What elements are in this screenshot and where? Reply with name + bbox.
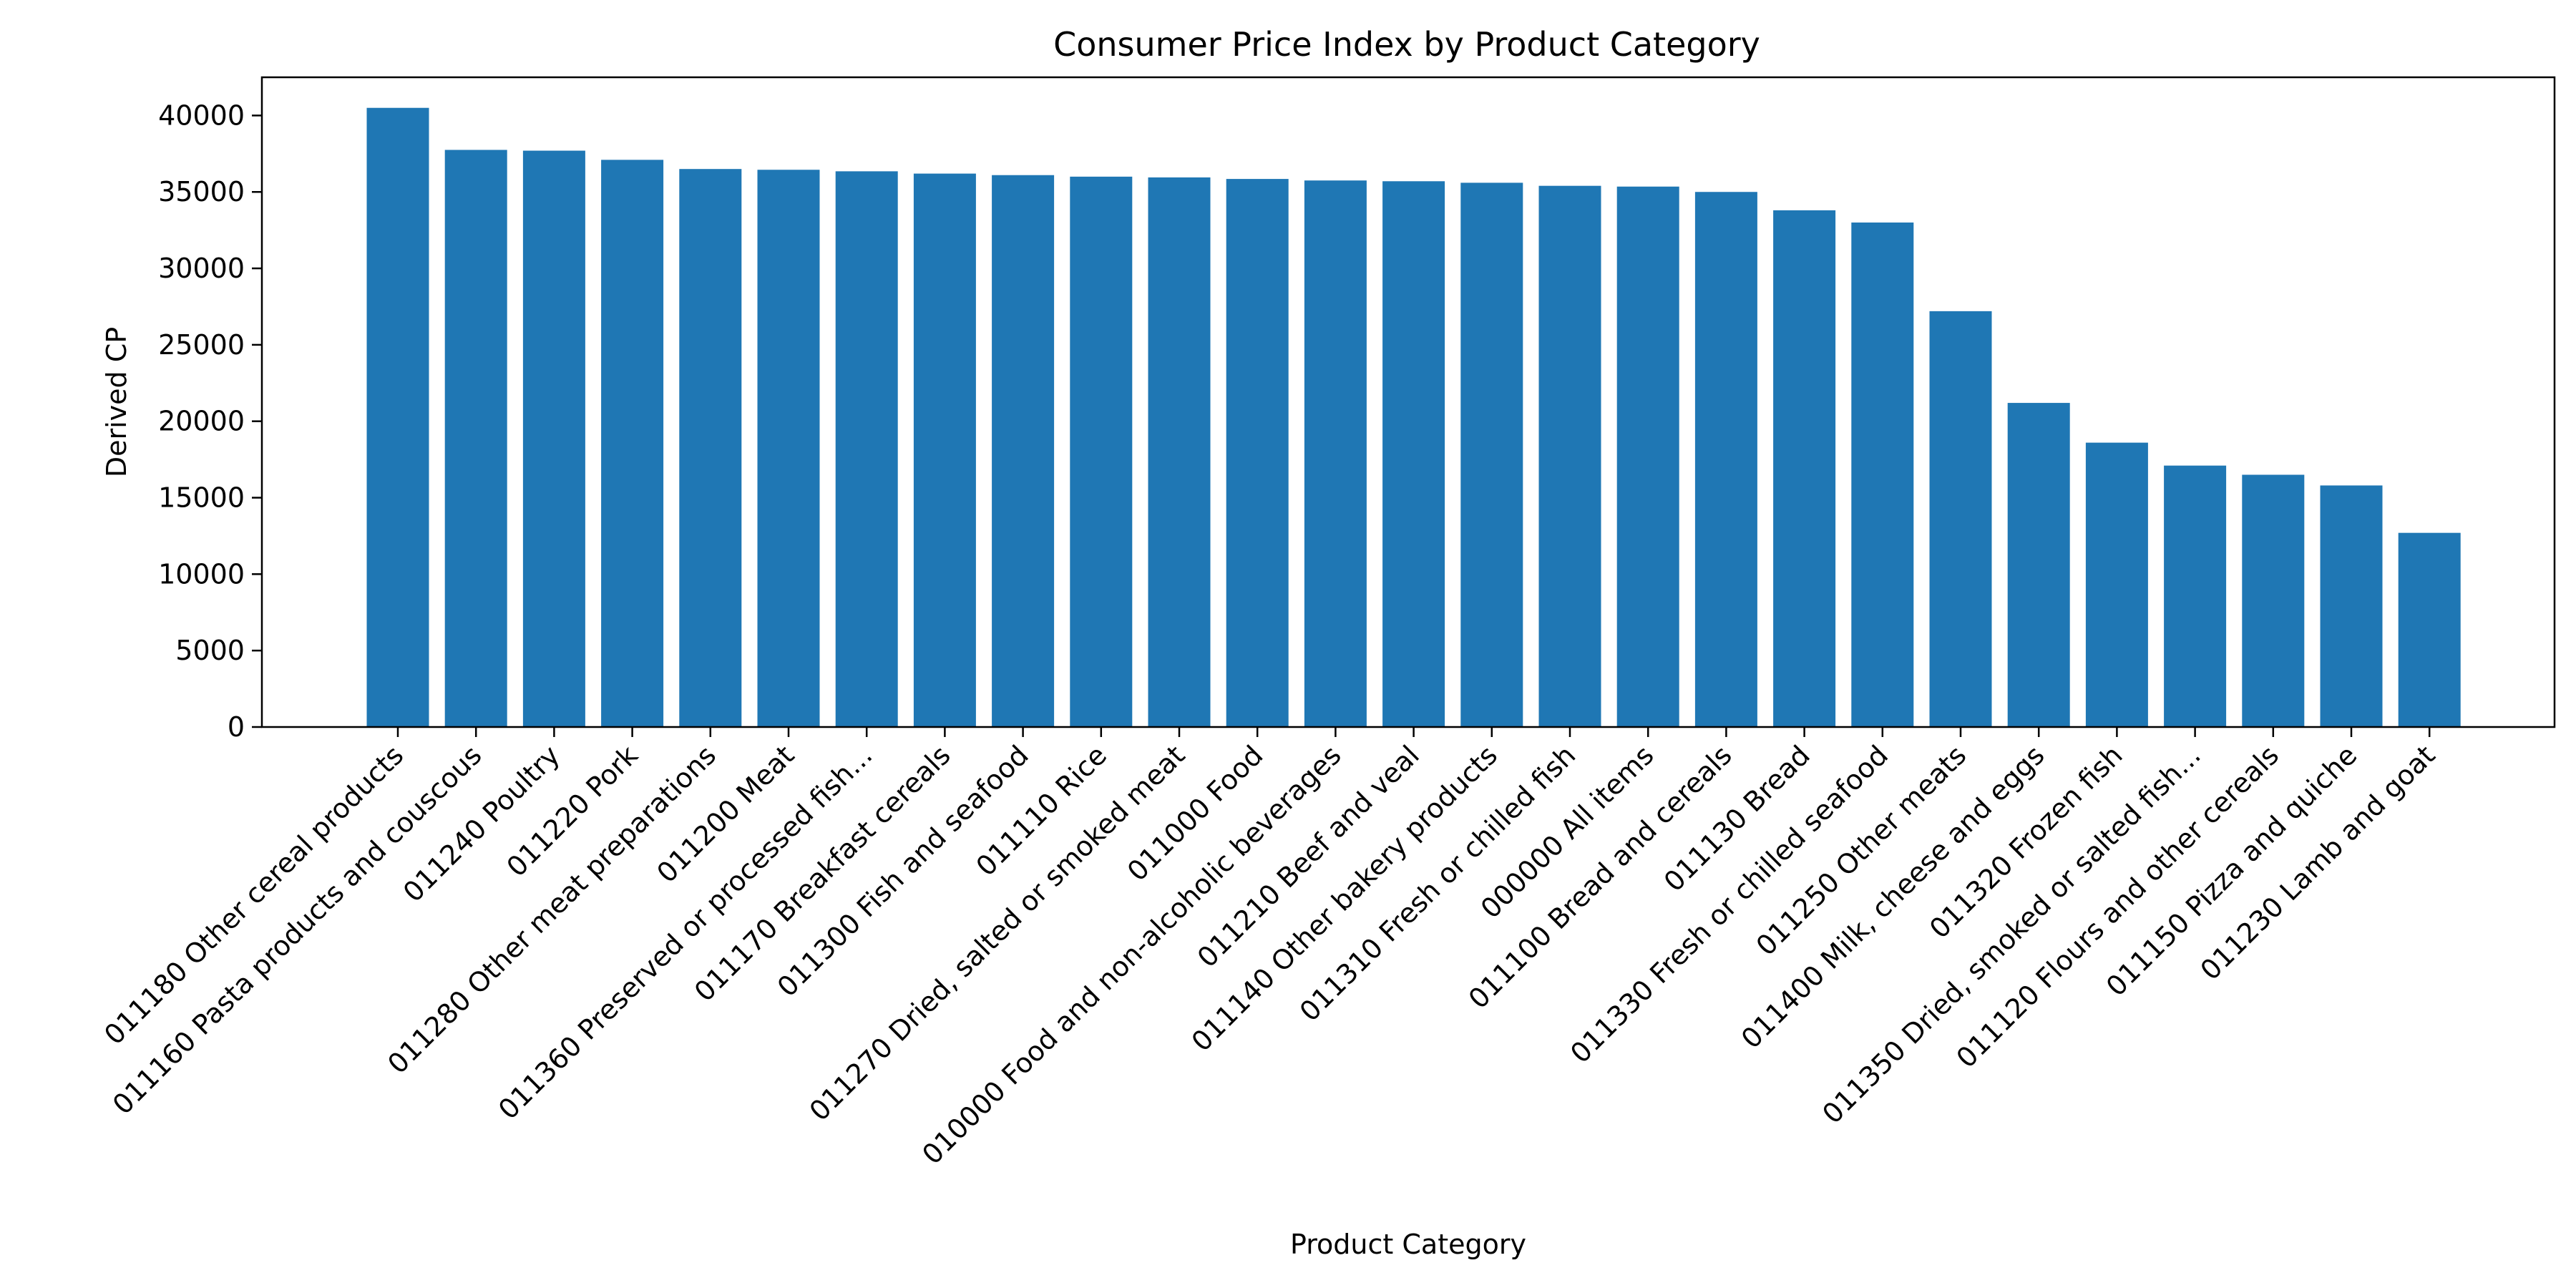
- bar: [2007, 403, 2070, 727]
- bar: [835, 171, 898, 727]
- bar: [1851, 222, 1914, 727]
- y-tick-label: 30000: [158, 253, 245, 284]
- bar: [2242, 474, 2305, 727]
- bar: [2085, 442, 2148, 727]
- x-tick-label: 011160 Pasta products and couscous: [107, 739, 488, 1121]
- y-axis: 0 5000 10000 15000 20000 25000 30000 35000 40000: [158, 99, 262, 743]
- bar: [1304, 180, 1367, 727]
- x-tick-label: 011200 Meat: [650, 739, 800, 889]
- bar: [366, 107, 429, 727]
- bar: [444, 150, 507, 727]
- bar: [2164, 465, 2227, 727]
- bar: [1070, 176, 1133, 727]
- bar: [1929, 311, 1992, 727]
- x-axis-label: Product Category: [1290, 1229, 1526, 1260]
- bar: [1694, 192, 1757, 727]
- bar: [1460, 182, 1523, 727]
- x-tick-label: 011000 Food: [1121, 739, 1269, 887]
- bar: [1538, 185, 1601, 727]
- y-tick-label: 10000: [158, 558, 245, 590]
- y-tick-label: 15000: [158, 482, 245, 514]
- bar: [992, 175, 1055, 727]
- bar: [913, 173, 976, 727]
- bar: [1148, 177, 1211, 727]
- y-tick-label: 35000: [158, 176, 245, 208]
- y-tick-label: 25000: [158, 329, 245, 361]
- y-axis-label: Derived CP: [101, 327, 132, 477]
- bar: [601, 160, 664, 728]
- bar: [679, 169, 742, 727]
- bar: [2398, 532, 2461, 727]
- bar: [522, 150, 585, 727]
- y-tick-label: 20000: [158, 406, 245, 437]
- y-tick-label: 0: [228, 711, 245, 743]
- x-tick-label: 011180 Other cereal products: [98, 739, 409, 1050]
- bar: [1773, 210, 1836, 728]
- bar: [757, 170, 820, 727]
- bar: [1382, 181, 1445, 727]
- bars: [366, 107, 2461, 728]
- bar: [1616, 186, 1679, 727]
- y-tick-label: 40000: [158, 99, 245, 131]
- bar: [2320, 485, 2383, 727]
- bar: [1226, 179, 1289, 727]
- chart-title: Consumer Price Index by Product Category: [1053, 25, 1760, 64]
- plot-frame: [260, 76, 2556, 728]
- y-tick-label: 5000: [175, 635, 245, 666]
